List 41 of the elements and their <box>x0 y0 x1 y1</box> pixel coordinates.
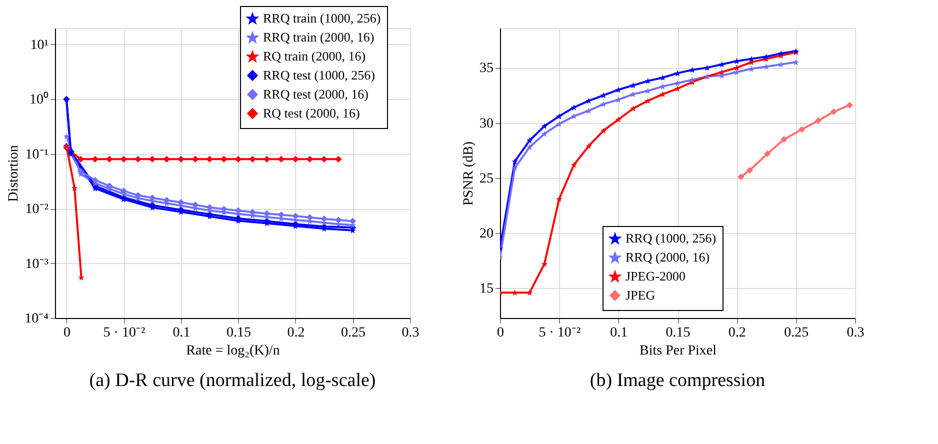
y-axis-title: Distortion <box>6 145 22 202</box>
x-tick-label: 0 <box>63 326 70 340</box>
x-tick-label: 0.25 <box>784 326 809 340</box>
x-tick-label: 0.2 <box>287 326 305 340</box>
x-tick-label: 0.1 <box>610 326 628 340</box>
legend-label: RQ test (2000, 16) <box>263 106 360 120</box>
y-tick-label: 20 <box>480 226 494 242</box>
y-axis-title: PSNR (dB) <box>462 141 476 206</box>
x-tick-label: 0.3 <box>846 326 864 340</box>
y-tick-label: 10⁻³ <box>25 256 48 272</box>
y-tick-label: 15 <box>480 282 494 297</box>
y-tick-label: 25 <box>480 171 494 186</box>
legend-label: RRQ (1000, 256) <box>626 230 716 246</box>
y-tick-label: 35 <box>480 61 494 76</box>
legend-label: RRQ test (1000, 256) <box>263 68 375 82</box>
y-tick-label: 10¹ <box>30 38 48 53</box>
y-tick-label: 10⁰ <box>30 92 48 108</box>
x-tick-label: 0.25 <box>340 326 366 340</box>
legend-label: RRQ train (1000, 256) <box>263 10 381 26</box>
x-tick-label: 0.15 <box>226 326 251 340</box>
legend-label: JPEG <box>626 288 656 302</box>
x-tick-label: 0.2 <box>728 326 746 340</box>
x-axis-title: Bits Per Pixel <box>639 344 717 358</box>
x-tick-label: 0 <box>497 326 504 340</box>
x-tick-label: 5 · 10⁻² <box>103 326 146 340</box>
y-tick-label: 10⁻⁴ <box>24 312 49 326</box>
y-tick-label: 10⁻¹ <box>25 147 48 162</box>
y-tick-label: 30 <box>480 116 494 132</box>
legend-label: RRQ train (2000, 16) <box>263 30 374 44</box>
text: (a) D-R curve (normalized, log-scale) <box>89 370 376 391</box>
y-tick-label: 10⁻² <box>25 202 48 218</box>
x-tick-label: 0.1 <box>172 326 190 340</box>
x-tick-label: 0.15 <box>666 326 690 340</box>
x-tick-label: 5 · 10⁻² <box>538 326 581 340</box>
x-tick-label: 0.3 <box>402 326 420 340</box>
legend-label: RRQ test (2000, 16) <box>263 86 368 102</box>
legend-label: RQ train (2000, 16) <box>263 48 366 64</box>
x-axis-title: Rate = log₂(K)/n <box>186 344 280 358</box>
legend-label: RRQ (2000, 16) <box>626 250 710 264</box>
text: (b) Image compression <box>590 370 766 391</box>
legend-label: JPEG-2000 <box>626 268 686 284</box>
